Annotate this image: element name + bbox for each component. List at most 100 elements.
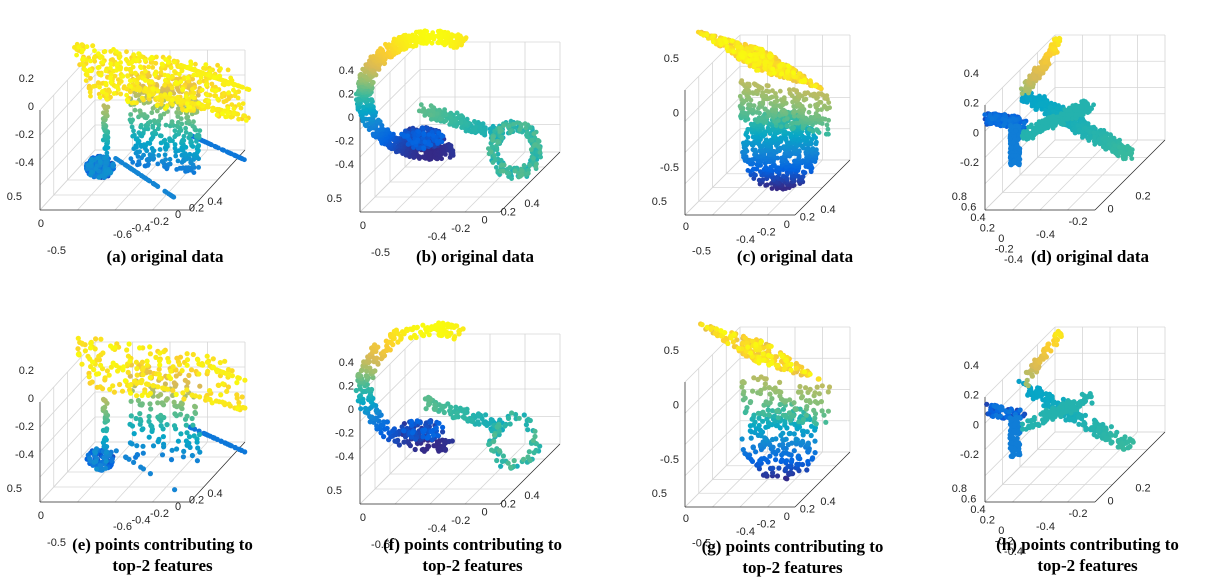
data-point bbox=[820, 116, 825, 121]
data-point bbox=[146, 93, 152, 99]
data-point bbox=[494, 147, 500, 153]
data-point bbox=[777, 88, 783, 94]
data-point bbox=[221, 99, 227, 105]
data-point bbox=[746, 58, 752, 64]
data-point bbox=[124, 49, 129, 55]
data-point bbox=[183, 125, 189, 131]
data-point bbox=[517, 127, 523, 132]
data-point bbox=[124, 86, 130, 92]
data-point bbox=[167, 161, 173, 167]
z-tick-label: -0.4 bbox=[335, 159, 354, 171]
y-tick-label: 0 bbox=[38, 218, 44, 230]
data-point bbox=[750, 147, 756, 153]
data-point bbox=[824, 93, 830, 98]
data-point bbox=[1021, 124, 1026, 129]
data-point bbox=[97, 158, 103, 164]
data-point bbox=[805, 145, 811, 151]
data-point bbox=[453, 123, 459, 129]
data-point bbox=[114, 49, 119, 55]
data-point bbox=[174, 110, 180, 115]
data-point bbox=[435, 40, 441, 46]
data-point bbox=[355, 96, 361, 102]
data-point bbox=[783, 186, 789, 192]
data-point bbox=[118, 79, 124, 84]
data-point bbox=[434, 111, 440, 116]
data-point bbox=[134, 80, 140, 86]
data-point bbox=[179, 68, 185, 74]
data-point bbox=[760, 54, 765, 59]
data-point bbox=[151, 118, 157, 123]
data-point bbox=[103, 68, 109, 74]
z-tick-label: 0 bbox=[973, 127, 979, 139]
data-point bbox=[191, 90, 197, 96]
data-point bbox=[228, 114, 234, 120]
data-point bbox=[84, 72, 90, 77]
data-point bbox=[746, 81, 752, 87]
data-point bbox=[809, 137, 815, 142]
data-point bbox=[152, 128, 158, 134]
data-point bbox=[492, 153, 497, 158]
data-point bbox=[178, 62, 184, 68]
data-point bbox=[370, 131, 376, 137]
x-tick-label: 0.2 bbox=[501, 206, 516, 218]
data-point bbox=[205, 140, 211, 146]
data-point bbox=[472, 126, 478, 132]
data-point bbox=[152, 72, 158, 78]
data-point bbox=[361, 104, 366, 110]
data-point bbox=[142, 58, 148, 63]
data-point bbox=[501, 162, 507, 168]
data-point bbox=[531, 131, 537, 137]
data-point bbox=[767, 55, 773, 60]
data-point bbox=[118, 60, 123, 65]
data-point bbox=[988, 120, 993, 126]
data-point bbox=[191, 72, 197, 78]
data-point bbox=[227, 150, 232, 156]
data-point bbox=[89, 169, 94, 175]
point-cloud-c bbox=[695, 29, 832, 192]
data-point bbox=[458, 120, 464, 126]
data-point bbox=[738, 44, 744, 50]
data-point bbox=[737, 93, 743, 99]
data-point bbox=[137, 149, 143, 155]
data-point bbox=[405, 133, 411, 139]
data-point bbox=[774, 98, 780, 104]
data-point bbox=[1014, 144, 1020, 149]
x-tick-label: 0 bbox=[1107, 203, 1113, 215]
data-point bbox=[196, 165, 202, 170]
data-point bbox=[783, 135, 788, 141]
data-point bbox=[773, 94, 779, 100]
data-point bbox=[159, 61, 165, 67]
data-point bbox=[178, 79, 184, 85]
data-point bbox=[426, 108, 432, 113]
data-point bbox=[421, 145, 426, 151]
data-point bbox=[814, 127, 819, 132]
data-point bbox=[134, 170, 140, 176]
z-tick-label: -0.2 bbox=[335, 136, 354, 148]
x-tick-label: -0.2 bbox=[757, 226, 776, 238]
z-tick-label: 0.2 bbox=[964, 98, 979, 110]
data-point bbox=[115, 87, 121, 92]
data-point bbox=[472, 119, 477, 124]
data-point bbox=[165, 73, 171, 79]
data-point bbox=[226, 90, 232, 96]
data-point bbox=[497, 129, 503, 134]
data-point bbox=[98, 72, 104, 78]
data-point bbox=[235, 95, 241, 101]
data-point bbox=[103, 160, 109, 166]
data-point bbox=[1015, 123, 1021, 129]
data-point bbox=[210, 108, 215, 114]
data-point bbox=[1013, 117, 1018, 123]
data-point bbox=[705, 36, 711, 41]
data-point bbox=[204, 92, 210, 98]
data-point bbox=[155, 126, 161, 132]
data-point bbox=[426, 132, 432, 137]
data-point bbox=[711, 39, 716, 45]
data-point bbox=[111, 91, 117, 96]
data-point bbox=[143, 85, 149, 91]
x-tick-label: 0.2 bbox=[189, 203, 204, 215]
data-point bbox=[225, 67, 231, 73]
y-tick-label: 0.2 bbox=[980, 223, 995, 235]
data-point bbox=[116, 55, 122, 61]
data-point bbox=[778, 135, 784, 141]
data-point bbox=[221, 90, 227, 96]
